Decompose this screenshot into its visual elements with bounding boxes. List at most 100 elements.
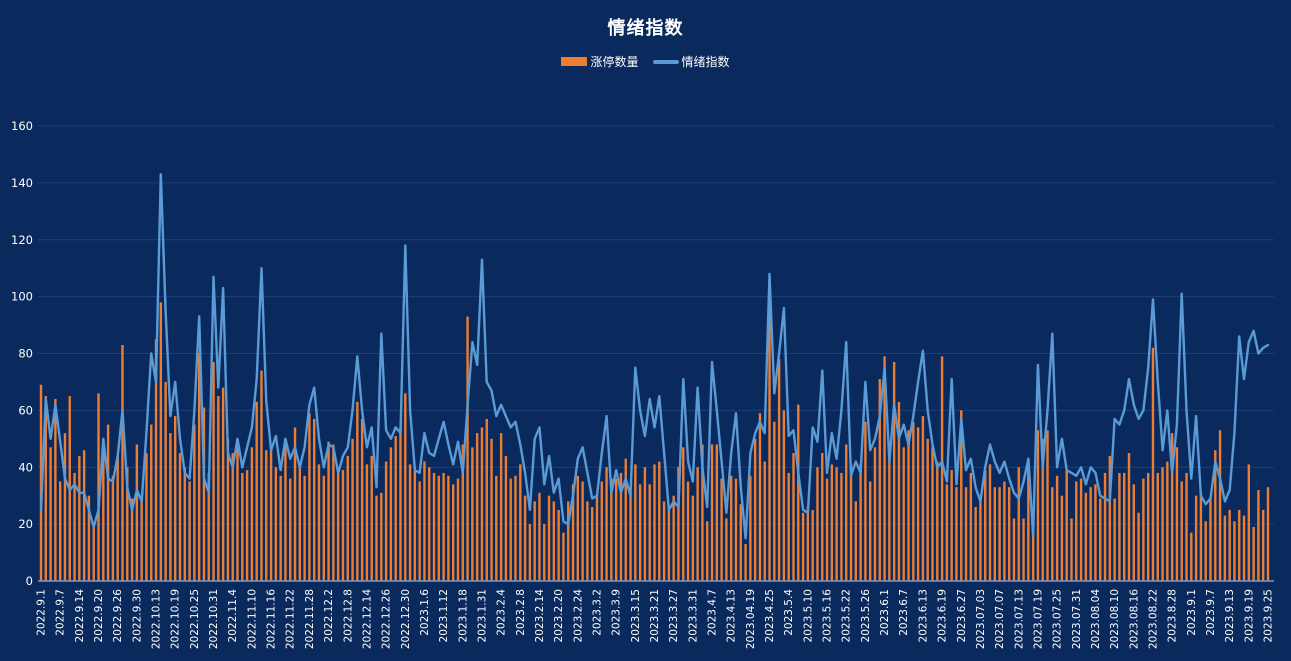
x-tick-label: 2023.9.1: [1186, 589, 1198, 636]
limit-up-bar: [1204, 521, 1207, 581]
limit-up-bar: [763, 461, 766, 581]
x-tick-label: 2023.2.8: [515, 589, 527, 636]
limit-up-bar: [1132, 484, 1135, 581]
x-tick-label: 2023.08.22: [1147, 589, 1159, 649]
limit-up-bar: [854, 501, 857, 582]
limit-up-bar: [1257, 490, 1260, 581]
limit-up-bar: [207, 472, 210, 581]
limit-up-bar: [638, 484, 642, 581]
limit-up-bar: [389, 447, 393, 581]
limit-up-bar: [466, 316, 469, 581]
limit-up-bar: [303, 475, 306, 581]
limit-up-bar: [667, 509, 671, 581]
limit-up-bar: [73, 472, 76, 581]
limit-up-bar: [178, 453, 182, 581]
limit-up-bar: [811, 509, 814, 581]
x-tick-label: 2023.1.18: [457, 589, 469, 642]
limit-up-bar: [92, 524, 95, 582]
x-tick-label: 2022.10.31: [208, 589, 220, 649]
limit-up-bar: [538, 492, 541, 581]
x-tick-label: 2023.1.12: [438, 589, 450, 642]
limit-up-bar: [744, 544, 747, 581]
limit-up-bar: [830, 464, 834, 581]
x-tick-label: 2022.11.10: [246, 589, 258, 649]
limit-up-bar: [1166, 461, 1169, 581]
limit-up-bar: [715, 444, 719, 581]
limit-up-bar: [1113, 498, 1116, 581]
limit-up-bar: [787, 472, 790, 581]
limit-up-bar: [418, 481, 421, 581]
x-tick-label: 2023.07.13: [1013, 589, 1025, 649]
limit-up-bar: [188, 481, 191, 581]
x-tick-label: 2023.4.25: [764, 589, 776, 642]
x-tick-label: 2023.6.19: [937, 589, 949, 642]
limit-up-bar: [696, 467, 699, 581]
limit-up-bar: [509, 478, 512, 582]
limit-up-bar: [384, 461, 388, 581]
limit-up-bar: [931, 447, 934, 581]
limit-up-bar: [1151, 347, 1155, 581]
limit-up-bar: [734, 478, 738, 582]
limit-up-bar: [126, 467, 129, 581]
limit-up-bar: [845, 444, 848, 581]
y-tick-label: 140: [11, 176, 33, 190]
limit-up-bar: [662, 501, 666, 582]
x-tick-label: 2023.2.14: [534, 589, 546, 643]
limit-up-bar: [907, 430, 910, 581]
y-tick-label: 100: [11, 290, 33, 304]
limit-up-bar: [274, 467, 278, 581]
limit-up-bar: [1199, 492, 1203, 581]
limit-up-bar: [691, 495, 695, 581]
limit-up-bar: [552, 501, 556, 582]
limit-up-bar: [58, 481, 62, 581]
limit-up-bar: [399, 427, 402, 581]
limit-up-bar: [619, 472, 623, 581]
limit-up-bar: [840, 472, 843, 581]
limit-up-bar: [964, 487, 968, 581]
limit-up-bar: [701, 444, 704, 581]
limit-up-bar: [945, 484, 949, 581]
limit-up-bar: [504, 455, 508, 582]
limit-up-bar: [78, 455, 81, 582]
limit-up-bar: [145, 453, 148, 581]
x-tick-label: 2023.6.27: [956, 589, 968, 642]
limit-up-bar: [360, 418, 364, 581]
x-tick-label: 2022.10.13: [151, 589, 163, 649]
limit-up-bar: [677, 467, 680, 581]
limit-up-bar: [336, 472, 340, 581]
x-tick-label: 2023.4.7: [707, 589, 719, 636]
limit-up-bar: [471, 447, 474, 581]
limit-up-bar: [279, 475, 282, 581]
limit-up-bar: [706, 521, 709, 581]
limit-up-bar: [969, 472, 973, 581]
limit-up-bar: [97, 393, 100, 581]
limit-up-bar: [298, 464, 302, 581]
limit-up-bar: [495, 475, 498, 581]
x-tick-label: 2023.5.26: [860, 589, 872, 643]
chart-title: 情绪指数: [607, 18, 684, 39]
limit-up-bar: [102, 450, 105, 581]
x-tick-label: 2023.07.31: [1071, 589, 1083, 649]
limit-up-bar: [499, 433, 503, 582]
x-tick-label: 2022.11.22: [285, 589, 297, 649]
y-tick-label: 120: [11, 233, 33, 247]
limit-up-bar: [1233, 521, 1236, 581]
limit-up-bar: [116, 455, 119, 582]
limit-up-bar: [456, 478, 460, 582]
x-tick-label: 2023.08.16: [1128, 589, 1140, 649]
limit-up-bar: [289, 478, 292, 582]
limit-up-bar: [547, 495, 551, 581]
limit-up-bar: [682, 447, 685, 581]
limit-up-bar: [936, 461, 939, 581]
x-tick-label: 2023.9.13: [1224, 589, 1236, 642]
limit-up-bar: [226, 438, 230, 581]
limit-up-bar: [1214, 450, 1217, 581]
limit-up-bar: [1031, 515, 1035, 581]
limit-up-bar: [480, 427, 484, 581]
x-tick-label: 2023.2.4: [496, 589, 508, 636]
limit-up-bar: [169, 433, 172, 582]
limit-up-bar: [197, 353, 201, 581]
x-tick-label: 2022.12.8: [342, 589, 354, 642]
x-tick-label: 2023.2.20: [553, 589, 565, 642]
